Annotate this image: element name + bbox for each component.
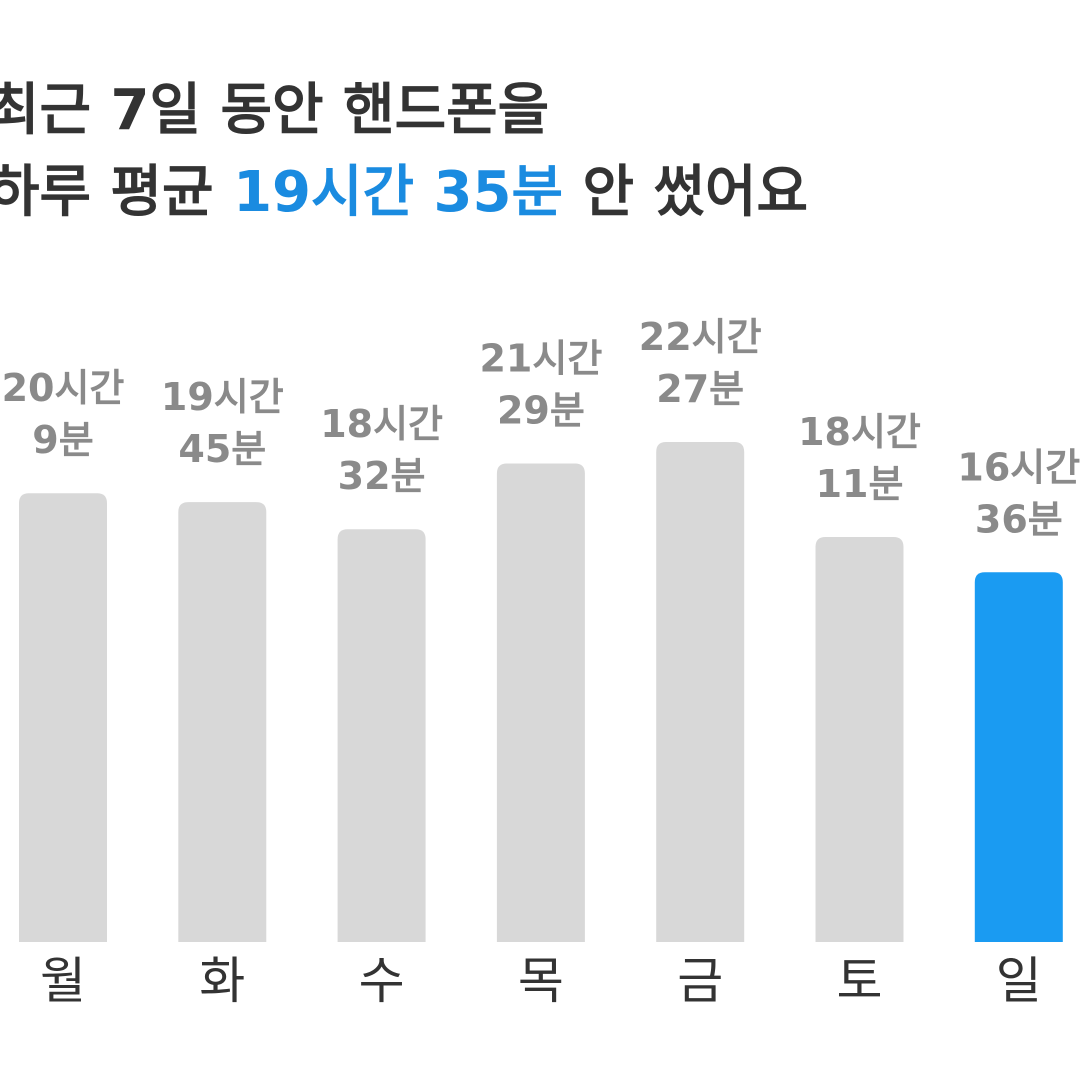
day-label: 목 — [518, 952, 564, 1010]
bar-highlight — [974, 572, 1063, 942]
bar — [337, 529, 426, 942]
day-label: 월 — [40, 952, 86, 1010]
day-label: 화 — [199, 952, 245, 1010]
bar — [815, 537, 904, 942]
value-label-hours: 22시간 — [639, 315, 762, 359]
day-label: 수 — [359, 952, 405, 1010]
bar — [496, 463, 585, 942]
value-label-minutes: 29분 — [497, 389, 585, 433]
day-label: 금 — [677, 952, 723, 1010]
headline-line-2-suffix: 안 썼어요 — [563, 160, 809, 225]
bar — [178, 502, 267, 942]
day-label: 일 — [996, 952, 1042, 1010]
value-label-minutes: 32분 — [338, 454, 426, 498]
value-label-hours: 18시간 — [320, 402, 443, 446]
value-label-minutes: 45분 — [178, 427, 266, 471]
value-label-hours: 19시간 — [161, 375, 284, 419]
headline-line-2-prefix: 하루 평균 — [0, 160, 234, 225]
bar — [656, 442, 745, 942]
chart-headline: 최근 7일 동안 핸드폰을 하루 평균 19시간 35분 안 썼어요 — [0, 70, 1080, 234]
value-label-hours: 20시간 — [2, 366, 125, 410]
value-label-hours: 21시간 — [479, 337, 602, 381]
value-label-hours: 16시간 — [957, 445, 1080, 489]
value-label-minutes: 36분 — [975, 497, 1063, 541]
day-label: 토 — [837, 952, 883, 1010]
value-label-minutes: 27분 — [656, 367, 744, 411]
headline-line-2: 하루 평균 19시간 35분 안 썼어요 — [0, 152, 1080, 234]
average-unused-time: 19시간 35분 — [233, 160, 563, 225]
value-label-hours: 18시간 — [798, 410, 921, 454]
value-label-minutes: 9분 — [32, 418, 93, 462]
value-label-minutes: 11분 — [816, 462, 904, 506]
headline-line-1: 최근 7일 동안 핸드폰을 — [0, 78, 550, 143]
bar — [19, 493, 107, 942]
